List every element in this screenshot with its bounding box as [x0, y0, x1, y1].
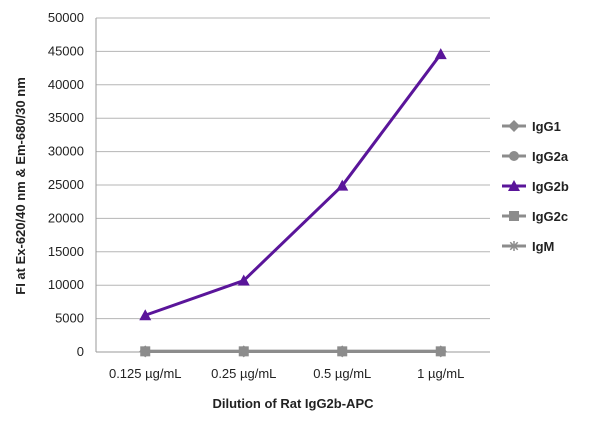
- y-tick-label: 5000: [55, 311, 84, 326]
- y-tick-label: 40000: [48, 77, 84, 92]
- legend-item: IgG2c: [502, 209, 568, 224]
- y-tick-label: 35000: [48, 110, 84, 125]
- data-point: [237, 274, 250, 286]
- legend-item: IgM: [502, 239, 554, 254]
- series-layer: [139, 48, 447, 358]
- data-point: [336, 179, 349, 191]
- y-tick-labels: 0 5000 10000 15000 20000 25000 30000 35000 40000…: [48, 10, 84, 359]
- series-igm: [140, 346, 446, 357]
- x-tick-labels: 0.125 µg/mL 0.25 µg/mL 0.5 µg/mL 1 µg/mL: [109, 366, 464, 381]
- x-tick-label: 0.5 µg/mL: [313, 366, 371, 381]
- y-axis-title: FI at Ex-620/40 nm & Em-680/30 nm: [13, 77, 28, 294]
- y-tick-label: 50000: [48, 10, 84, 25]
- legend-label: IgG2b: [532, 179, 569, 194]
- legend-marker: [508, 120, 520, 132]
- x-tick-label: 0.125 µg/mL: [109, 366, 182, 381]
- y-tick-label: 25000: [48, 177, 84, 192]
- series-line: [144, 53, 442, 317]
- data-point: [238, 346, 249, 357]
- data-point: [434, 48, 447, 60]
- legend-marker: [509, 241, 519, 251]
- y-tick-label: 45000: [48, 43, 84, 58]
- x-tick-label: 1 µg/mL: [417, 366, 464, 381]
- legend-item: IgG2b: [502, 179, 569, 194]
- series-igg2b: [139, 48, 447, 321]
- y-tick-label: 20000: [48, 210, 84, 225]
- data-point: [337, 346, 348, 357]
- legend-item: IgG1: [502, 119, 561, 134]
- x-axis-title: Dilution of Rat IgG2b-APC: [212, 396, 374, 411]
- data-point: [139, 309, 152, 321]
- legend-marker: [509, 151, 519, 161]
- legend-label: IgM: [532, 239, 554, 254]
- y-tick-label: 10000: [48, 277, 84, 292]
- data-point: [435, 346, 446, 357]
- gridlines: [95, 17, 490, 353]
- legend-item: IgG2a: [502, 149, 569, 164]
- y-tick-label: 30000: [48, 144, 84, 159]
- legend-label: IgG2a: [532, 149, 569, 164]
- y-tick-label: 15000: [48, 244, 84, 259]
- legend-marker: [508, 180, 520, 191]
- legend-marker: [509, 211, 519, 221]
- legend-label: IgG1: [532, 119, 561, 134]
- x-tick-label: 0.25 µg/mL: [211, 366, 276, 381]
- legend: IgG1 IgG2a IgG2b IgG2c IgM: [502, 119, 569, 254]
- y-tick-label: 0: [77, 344, 84, 359]
- legend-label: IgG2c: [532, 209, 568, 224]
- data-point: [140, 346, 151, 357]
